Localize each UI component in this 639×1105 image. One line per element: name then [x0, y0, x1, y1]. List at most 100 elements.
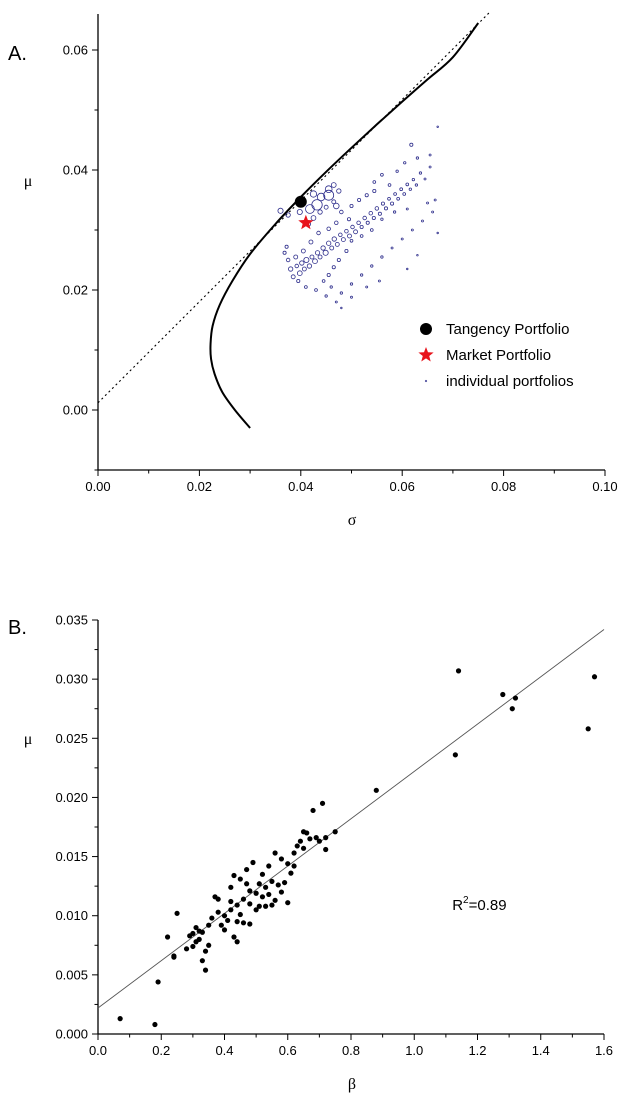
- individual-portfolio-point: [290, 274, 296, 280]
- individual-portfolio-point: [380, 173, 384, 177]
- panel-b-y-tick-label: 0.035: [55, 613, 88, 628]
- beta-mu-point: [297, 838, 303, 844]
- tangency-portfolio-marker: [294, 195, 307, 208]
- individual-portfolio-point: [339, 291, 343, 295]
- panel-a-x-tick-label: 0.10: [592, 479, 617, 494]
- individual-portfolio-point: [336, 188, 342, 194]
- individual-portfolio-point: [309, 190, 318, 198]
- beta-mu-point: [285, 861, 291, 867]
- individual-portfolio-point: [415, 156, 420, 160]
- individual-portfolio-point: [410, 228, 414, 232]
- beta-mu-point: [452, 752, 458, 758]
- individual-portfolio-point: [294, 263, 299, 269]
- panel-b-x-tick-label: 0.4: [215, 1043, 233, 1058]
- beta-mu-point: [221, 927, 228, 933]
- beta-mu-point: [304, 830, 310, 836]
- individual-portfolio-point: [411, 178, 415, 182]
- panel-a-x-tick-label: 0.04: [288, 479, 313, 494]
- individual-portfolio-point: [340, 237, 346, 243]
- individual-portfolio-point: [326, 272, 331, 277]
- individual-portfolio-point: [359, 224, 364, 229]
- beta-mu-point: [307, 836, 313, 842]
- beta-mu-point: [199, 929, 205, 935]
- individual-portfolio-point: [296, 278, 301, 283]
- panel-b-y-tick-label: 0.025: [55, 731, 88, 746]
- individual-portfolio-point: [357, 197, 362, 202]
- individual-portfolio-point: [426, 201, 429, 205]
- individual-portfolio-point: [310, 215, 317, 221]
- panel-a-y-tick-label: 0.02: [63, 283, 88, 298]
- individual-portfolio-point: [316, 192, 326, 202]
- individual-portfolio-point: [369, 228, 374, 232]
- beta-mu-point: [228, 907, 234, 913]
- individual-portfolio-point: [399, 187, 403, 192]
- beta-mu-point: [291, 863, 297, 869]
- individual-portfolio-point: [288, 266, 294, 272]
- legend-individual-label: individual portfolios: [446, 373, 574, 390]
- panel-a-legend: Tangency Portfolio Market Portfolio indi…: [418, 321, 574, 390]
- individual-portfolio-point: [365, 285, 369, 289]
- individual-portfolio-point: [387, 183, 392, 187]
- individual-portfolio-point: [304, 285, 308, 289]
- individual-portfolio-point: [314, 288, 318, 292]
- individual-portfolio-point: [380, 217, 384, 221]
- beta-mu-point: [240, 920, 247, 926]
- individual-portfolio-point: [395, 169, 399, 173]
- panel-b-y-tick-label: 0.005: [55, 967, 88, 982]
- individual-portfolio-point: [405, 207, 409, 211]
- r-squared-annotation: R2=0.89: [452, 895, 506, 914]
- legend-market-star-marker: [418, 347, 434, 362]
- beta-mu-point: [269, 878, 275, 885]
- beta-mu-point: [332, 829, 338, 835]
- beta-mu-point: [323, 835, 329, 841]
- panel-b-y-tick-label: 0.020: [55, 790, 88, 805]
- beta-mu-point: [240, 896, 247, 902]
- panel-b-x-tick-label: 0.2: [152, 1043, 170, 1058]
- beta-mu-point: [266, 891, 272, 898]
- individual-portfolio-point: [418, 171, 423, 175]
- beta-mu-point: [253, 890, 259, 896]
- individual-portfolio-point: [402, 192, 407, 196]
- individual-portfolio-point: [365, 220, 370, 225]
- individual-portfolio-point: [324, 185, 333, 194]
- beta-mu-point: [591, 674, 598, 680]
- legend-tangency-marker: [420, 323, 432, 335]
- beta-mu-point: [174, 910, 180, 916]
- individual-portfolio-point: [383, 206, 388, 211]
- beta-mu-point: [215, 896, 221, 902]
- beta-mu-point: [234, 939, 240, 945]
- beta-mu-point: [288, 870, 294, 876]
- individual-portfolio-point: [329, 245, 335, 251]
- individual-portfolio-point: [353, 229, 358, 235]
- individual-portfolio-point: [293, 254, 299, 260]
- individual-portfolio-point: [436, 125, 439, 129]
- individual-portfolio-point: [392, 210, 397, 214]
- individual-portfolio-point: [344, 228, 349, 234]
- individual-portfolio-point: [433, 198, 437, 202]
- beta-mu-point: [196, 936, 202, 942]
- panel-b-y-tick-label: 0.030: [55, 672, 88, 687]
- beta-mu-point: [278, 889, 285, 895]
- r-squared-base: R: [452, 897, 463, 914]
- panel-b-chart: B. 0.0 0.2 0.4 0.6 0.8 1.0 1.2 1.4 1.6 0.000 0.005…: [8, 613, 613, 1094]
- individual-portfolio-point: [331, 236, 337, 242]
- individual-portfolio-point: [368, 210, 373, 216]
- individual-portfolio-point: [309, 254, 315, 260]
- individual-portfolio-point: [323, 189, 335, 201]
- individual-portfolio-point: [314, 250, 321, 256]
- panel-b-x-tick-label: 1.4: [532, 1043, 550, 1058]
- individual-portfolio-point: [300, 248, 306, 254]
- beta-mu-point: [225, 917, 231, 924]
- panel-a-x-tick-label: 0.08: [491, 479, 516, 494]
- beta-mu-point: [190, 943, 196, 950]
- beta-mu-point: [263, 884, 269, 890]
- beta-mu-point: [190, 930, 196, 937]
- individual-portfolio-point: [347, 233, 352, 239]
- beta-mu-point: [244, 881, 250, 887]
- individual-portfolio-point: [428, 153, 432, 157]
- individual-portfolio-point: [400, 237, 404, 241]
- beta-mu-point: [253, 907, 259, 913]
- beta-mu-point: [231, 934, 237, 940]
- beta-mu-point: [221, 913, 228, 919]
- individual-portfolio-point: [284, 244, 289, 249]
